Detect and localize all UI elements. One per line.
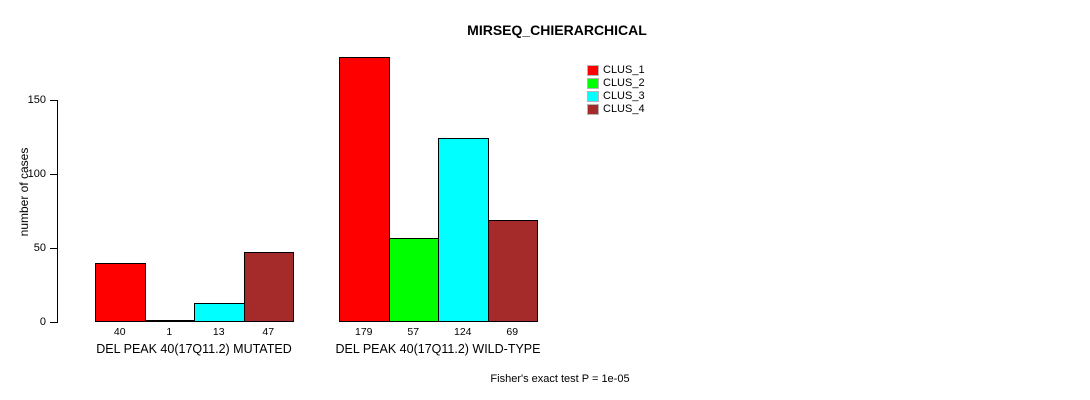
bar-clus_1-group1: [95, 262, 146, 322]
legend-row: CLUS_2: [587, 77, 645, 90]
legend-row: CLUS_1: [587, 64, 645, 77]
bar-value-label: 124: [453, 326, 472, 338]
legend-label: CLUS_1: [603, 64, 645, 76]
bar-value-label: 179: [354, 326, 373, 338]
bar-clus_3-group2: [438, 138, 489, 322]
fisher-test-note: Fisher's exact test P = 1e-05: [490, 373, 630, 385]
legend-label: CLUS_4: [603, 103, 645, 115]
group-label: DEL PEAK 40(17Q11.2) WILD-TYPE: [335, 342, 541, 356]
bar-value-label: 1: [166, 326, 173, 338]
y-tick-label: 50: [33, 242, 46, 254]
bar-value-label: 47: [262, 326, 275, 338]
legend: CLUS_1 CLUS_2 CLUS_3 CLUS_4: [587, 64, 645, 116]
y-tick-label: 100: [27, 168, 46, 180]
chart-title: MIRSEQ_CHIERARCHICAL: [467, 22, 647, 38]
legend-swatch-clus_3: [587, 91, 599, 102]
legend-swatch-clus_1: [587, 65, 599, 76]
y-tick-mark: [50, 100, 57, 101]
bar-value-label: 13: [212, 326, 225, 338]
y-axis-label: number of cases: [17, 147, 31, 237]
legend-label: CLUS_2: [603, 77, 645, 89]
bar-value-label: 40: [113, 326, 126, 338]
legend-label: CLUS_3: [603, 90, 645, 102]
bar-value-label: 57: [407, 326, 420, 338]
bar-clus_2-group2: [388, 237, 439, 322]
bar-clus_3-group1: [194, 302, 245, 322]
y-tick-label: 0: [39, 316, 46, 328]
bar-clus_4-group2: [487, 219, 538, 322]
y-tick-label: 150: [27, 94, 46, 106]
bar-clus_4-group1: [243, 252, 294, 322]
group-label: DEL PEAK 40(17Q11.2) MUTATED: [96, 342, 292, 356]
legend-row: CLUS_3: [587, 90, 645, 103]
y-tick-mark: [50, 174, 57, 175]
legend-swatch-clus_2: [587, 78, 599, 89]
bar-clus_1-group2: [339, 57, 390, 322]
y-axis-line: [57, 100, 58, 323]
legend-swatch-clus_4: [587, 104, 599, 115]
y-tick-mark: [50, 322, 57, 323]
legend-row: CLUS_4: [587, 103, 645, 116]
bar-value-label: 69: [506, 326, 519, 338]
bar-clus_2-group1: [144, 320, 195, 322]
y-tick-mark: [50, 248, 57, 249]
